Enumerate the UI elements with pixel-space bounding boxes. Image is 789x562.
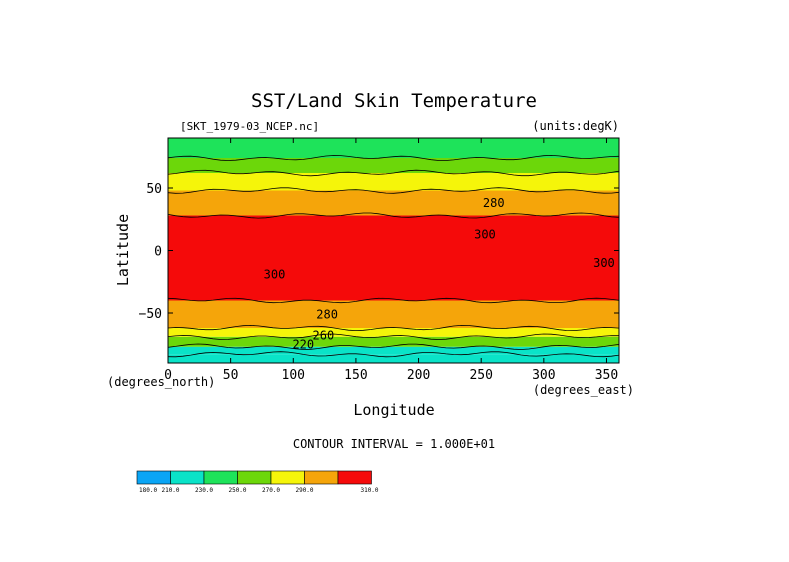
colorbar-tick-label: 250.0	[228, 487, 246, 494]
x-tick-label: 50	[223, 368, 239, 383]
y-tick-label: 50	[146, 182, 162, 197]
contour-lines	[167, 154, 620, 358]
x-axis-title: Longitude	[353, 401, 434, 419]
contour-label: 280	[483, 196, 505, 210]
temperature-band	[168, 190, 619, 216]
colorbar-tick-label: 270.0	[262, 487, 280, 494]
x-axis: 0 50 100 150 200 250 300 350	[164, 138, 618, 383]
temperature-band	[168, 215, 619, 301]
x-tick-label: 150	[344, 368, 367, 383]
y-tick-label: −50	[139, 307, 162, 322]
contour-label: 280	[316, 307, 338, 321]
temperature-band	[168, 138, 619, 158]
colorbar-tick-label: 180.0	[139, 487, 157, 494]
contour-line	[167, 324, 620, 332]
x-tick-label: 200	[407, 368, 430, 383]
y-axis-title: Latitude	[114, 214, 132, 286]
x-tick-label: 350	[595, 368, 618, 383]
colorbar-swatch	[237, 470, 272, 485]
contour-label: 220	[292, 337, 314, 351]
colorbar-swatch	[304, 470, 339, 485]
plot-area	[168, 138, 619, 363]
temperature-band	[168, 346, 619, 355]
colorbar-tick-label: 230.0	[195, 487, 213, 494]
contour-line	[167, 351, 620, 358]
colorbar-tick-label: 310.0	[360, 487, 378, 494]
temperature-band	[168, 158, 619, 173]
x-tick-label: 0	[164, 368, 172, 383]
contour-line	[167, 169, 620, 177]
x-units-label: (degrees_east)	[533, 383, 634, 397]
temperature-band	[168, 173, 619, 191]
contour-line	[167, 212, 620, 219]
contour-line	[167, 333, 620, 340]
colorbar-swatch	[270, 470, 305, 485]
colorbar-swatch	[170, 470, 205, 485]
colorbar-swatch	[203, 470, 238, 485]
temperature-band	[168, 328, 619, 337]
contour-label: 300	[474, 227, 496, 241]
contour-label: 300	[593, 256, 615, 270]
colorbar-tick-label: 290.0	[295, 487, 313, 494]
colorbar-swatch	[136, 470, 171, 485]
colorbar-tick-label: 210.0	[161, 487, 179, 494]
colorbar-swatch	[337, 470, 372, 485]
chart-title: SST/Land Skin Temperature	[251, 90, 537, 112]
units-label: (units:degK)	[532, 119, 619, 133]
x-tick-label: 300	[532, 368, 555, 383]
y-axis: 50 0 −50	[139, 182, 619, 322]
temperature-band	[168, 336, 619, 347]
temperature-band	[168, 300, 619, 328]
contour-line	[167, 297, 620, 304]
x-tick-label: 250	[469, 368, 492, 383]
x-tick-label: 100	[282, 368, 305, 383]
contour-label: 300	[264, 267, 286, 281]
dataset-label: [SKT_1979-03_NCEP.nc]	[180, 120, 319, 133]
contour-line	[167, 187, 620, 194]
contour-interval-note: CONTOUR INTERVAL = 1.000E+01	[293, 437, 495, 451]
colorbar: 180.0 210.0 230.0 250.0 270.0 290.0 310.0	[136, 470, 379, 494]
contour-line	[167, 154, 620, 161]
y-tick-label: 0	[154, 245, 162, 260]
y-units-label: (degrees_north)	[107, 375, 215, 389]
temperature-band	[168, 354, 619, 363]
contour-label: 260	[313, 329, 335, 343]
contour-line	[167, 343, 620, 350]
